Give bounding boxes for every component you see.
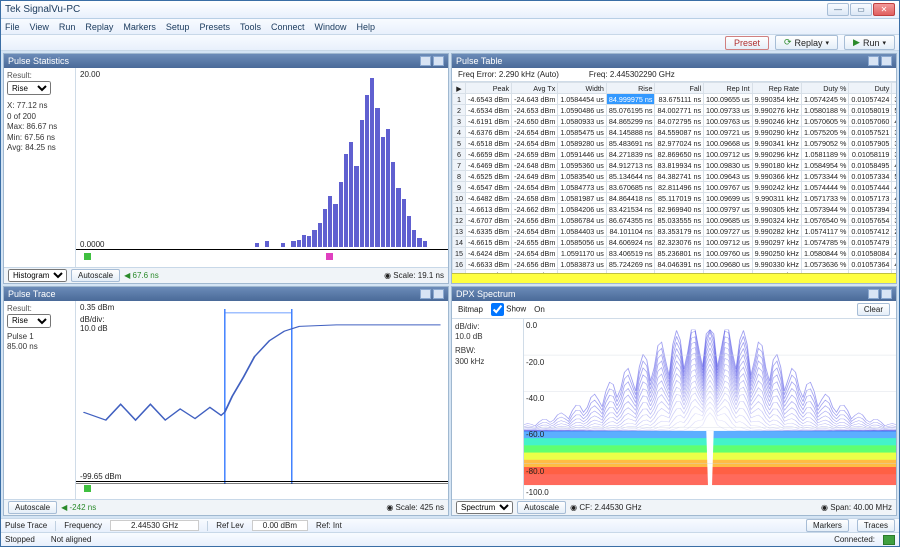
frequency-value: 2.44530 GHz: [110, 520, 199, 531]
rbw: RBW: 300 kHz: [455, 346, 520, 367]
menu-presets[interactable]: Presets: [199, 22, 230, 32]
menu-run[interactable]: Run: [59, 22, 76, 32]
stat-min: Min: 67.56 ns: [7, 133, 72, 143]
menu-markers[interactable]: Markers: [123, 22, 156, 32]
menu-view[interactable]: View: [30, 22, 49, 32]
cursor-x: X: 77.12 ns: [7, 101, 72, 111]
preset-button[interactable]: Preset: [725, 36, 769, 50]
panel-settings-icon[interactable]: [868, 56, 879, 66]
result-select[interactable]: Rise: [7, 81, 51, 95]
menubar: File View Run Replay Markers Setup Prese…: [1, 19, 899, 35]
stat-max: Max: 86.67 ns: [7, 122, 72, 132]
panel-close-icon[interactable]: [433, 56, 444, 66]
align-state: Not aligned: [51, 535, 91, 544]
left-marker-value: ◀ 67.6 ns: [124, 271, 159, 280]
run-button[interactable]: ▶Run▾: [844, 35, 895, 50]
dpx-spectrum-panel: DPX Spectrum Bitmap Show On Clear dB/div…: [451, 286, 897, 517]
scale-label: Scale: 425 ns: [396, 503, 444, 512]
cursor-n: 0 of 200: [7, 112, 72, 122]
pulse-table-panel: Pulse Table Freq Error: 2.290 kHz (Auto)…: [451, 53, 897, 284]
ref-int: Ref: Int: [316, 521, 342, 530]
panel-settings-icon[interactable]: [420, 289, 431, 299]
y-top: 0.0: [526, 321, 537, 330]
panel-title: DPX Spectrum: [456, 289, 516, 299]
autoscale-button[interactable]: Autoscale: [8, 501, 57, 514]
menu-help[interactable]: Help: [357, 22, 376, 32]
span-label: Span: 40.00 MHz: [830, 503, 892, 512]
left-marker-icon[interactable]: [84, 485, 91, 492]
maximize-button[interactable]: ▭: [850, 3, 872, 16]
left-marker-value: -242 ns: [70, 503, 97, 512]
pulse-statistics-panel: Pulse Statistics Result: Rise X: 77.12 n…: [3, 53, 449, 284]
titlebar: Tek SignalVu-PC — ▭ ✕: [1, 1, 899, 19]
status-bar: Stopped Not aligned Connected:: [1, 532, 899, 546]
menu-connect[interactable]: Connect: [271, 22, 305, 32]
mode-select[interactable]: Spectrum: [456, 501, 513, 514]
markers-button[interactable]: Markers: [806, 519, 849, 532]
close-button[interactable]: ✕: [873, 3, 895, 16]
menu-file[interactable]: File: [5, 22, 20, 32]
panel-title: Pulse Table: [456, 56, 502, 66]
autoscale-button[interactable]: Autoscale: [517, 501, 566, 514]
pulse-value: 85.00 ns: [7, 342, 72, 352]
left-marker-icon[interactable]: [84, 253, 91, 260]
y-bot: -99.65 dBm: [80, 472, 121, 481]
replay-button[interactable]: ⟳Replay▾: [775, 35, 838, 50]
db-div: dB/div: 10.0 dB: [80, 315, 108, 333]
trace-side: Result: Rise Pulse 1 85.00 ns: [4, 301, 76, 500]
dpx-side: dB/div: 10.0 dB RBW: 300 kHz: [452, 319, 524, 500]
content-grid: Pulse Statistics Result: Rise X: 77.12 n…: [1, 51, 899, 518]
autoscale-button[interactable]: Autoscale: [71, 269, 120, 282]
connection-icon: [883, 535, 895, 545]
active-panel: Pulse Trace: [5, 521, 47, 530]
cursor-marker-icon[interactable]: [326, 253, 333, 260]
dpx-canvas: 0.0 -20.0 -40.0 -60.0 -80.0 -100.0: [524, 319, 896, 500]
clear-button[interactable]: Clear: [857, 303, 890, 316]
minimize-button[interactable]: —: [827, 3, 849, 16]
menu-window[interactable]: Window: [315, 22, 347, 32]
panel-close-icon[interactable]: [881, 289, 892, 299]
traces-button[interactable]: Traces: [857, 519, 895, 532]
top-toolbar: Preset ⟳Replay▾ ▶Run▾: [1, 35, 899, 51]
freq-value: Freq: 2.445302290 GHz: [589, 70, 675, 79]
panel-close-icon[interactable]: [433, 289, 444, 299]
menu-replay[interactable]: Replay: [85, 22, 113, 32]
show-checkbox[interactable]: Show: [491, 303, 526, 316]
pulse-trace-panel: Pulse Trace Result: Rise Pulse 1 85.00 n…: [3, 286, 449, 517]
stats-side: Result: Rise X: 77.12 ns 0 of 200 Max: 8…: [4, 68, 76, 267]
freq-error: Freq Error: 2.290 kHz (Auto): [458, 70, 559, 79]
menu-setup[interactable]: Setup: [166, 22, 190, 32]
panel-title: Pulse Trace: [8, 289, 56, 299]
cf-label: CF: 2.44530 GHz: [579, 503, 641, 512]
scale-label: Scale: 19.1 ns: [393, 271, 444, 280]
panel-settings-icon[interactable]: [868, 289, 879, 299]
stat-avg: Avg: 84.25 ns: [7, 143, 72, 153]
menu-tools[interactable]: Tools: [240, 22, 261, 32]
result-select[interactable]: Rise: [7, 314, 51, 328]
panel-close-icon[interactable]: [881, 56, 892, 66]
y-top: 0.35 dBm: [80, 303, 114, 312]
pulse-table[interactable]: ▶PeakAvg TxWidthRiseFallRep IntRep RateD…: [452, 82, 896, 273]
panel-title: Pulse Statistics: [8, 56, 69, 66]
connection-state: Connected:: [834, 535, 875, 544]
reflev-value: 0.00 dBm: [252, 520, 308, 531]
app-window: Tek SignalVu-PC — ▭ ✕ File View Run Repl…: [0, 0, 900, 547]
run-state: Stopped: [5, 535, 35, 544]
window-title: Tek SignalVu-PC: [5, 4, 827, 15]
panel-settings-icon[interactable]: [420, 56, 431, 66]
trace-chart: 0.35 dBm dB/div: 10.0 dB -99.65 dBm: [76, 301, 448, 500]
y-bot: -100.0: [526, 488, 549, 497]
mode-select[interactable]: Histogram: [8, 269, 67, 282]
info-bar: Pulse Trace Frequency 2.44530 GHz Ref Le…: [1, 518, 899, 532]
histogram-chart: 20.00 0.0000: [76, 68, 448, 267]
db-div: dB/div: 10.0 dB: [455, 322, 520, 343]
pulse-label: Pulse 1: [7, 332, 72, 342]
status-bar-yellow: [452, 273, 896, 283]
